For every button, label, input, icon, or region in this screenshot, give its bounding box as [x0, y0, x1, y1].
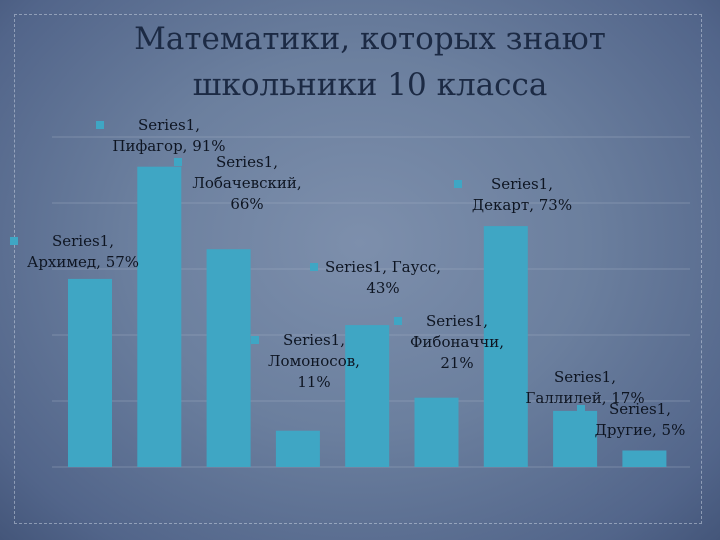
series-key-icon: [174, 158, 182, 166]
series-key-icon: [10, 237, 18, 245]
series-key-icon: [577, 405, 585, 413]
page-title: Математики, которых знают школьники 10 к…: [134, 21, 606, 103]
slide-border: [14, 14, 702, 524]
data-label-1: Series1, Архимед, 57%: [26, 232, 140, 271]
bar-9: [622, 450, 667, 467]
data-label-9: Series1, Другие, 5%: [594, 400, 686, 439]
series-key-icon: [394, 317, 402, 325]
data-label-6: Series1, Фибоначчи, 21%: [409, 312, 505, 372]
bar-4: [275, 430, 320, 467]
bars: [68, 166, 667, 467]
series-key-icon: [96, 121, 104, 129]
bar-1: [68, 278, 112, 467]
data-label-7: Series1, Декарт, 73%: [471, 175, 573, 214]
data-label-8: Series1, Галлилей, 17%: [525, 368, 645, 407]
series-key-icon: [251, 336, 259, 344]
bar-8: [553, 410, 598, 467]
data-label-3: Series1, Лобачевский, 66%: [192, 153, 302, 213]
series-key-icon: [512, 373, 520, 381]
series-key-icon: [454, 180, 462, 188]
data-label-5: Series1, Гаусс, 43%: [324, 258, 442, 297]
bar-5: [345, 325, 390, 467]
data-label-4: Series1, Ломоносов, 11%: [268, 331, 360, 391]
bar-3: [206, 249, 251, 467]
data-label-2: Series1, Пифагор, 91%: [112, 116, 226, 155]
bar-7: [483, 226, 528, 467]
bar-6: [414, 397, 459, 467]
bar-2: [137, 166, 182, 467]
series-key-icon: [310, 263, 318, 271]
